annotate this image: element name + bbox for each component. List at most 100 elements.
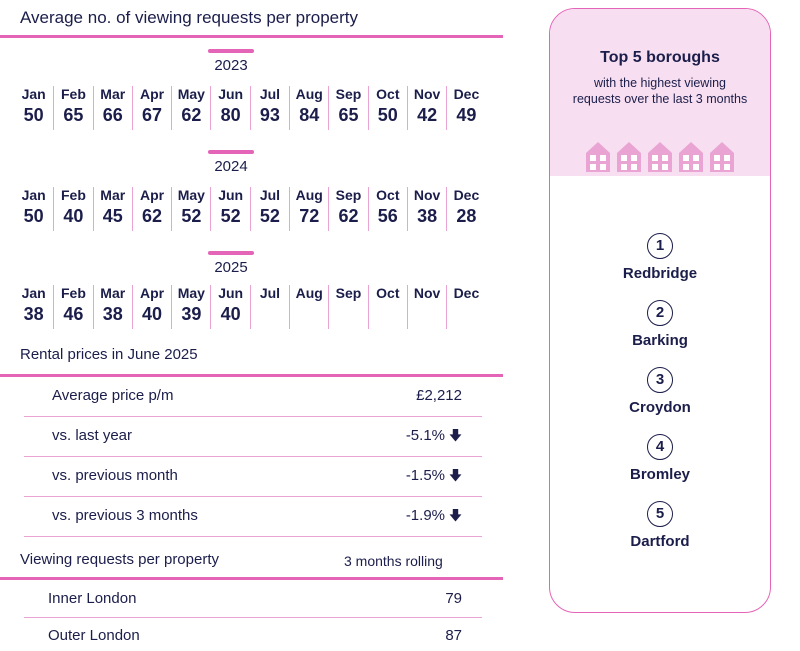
month-value: 52 — [259, 206, 280, 226]
month-label: Jun — [218, 187, 244, 203]
month-cell: Nov 42 — [406, 86, 446, 130]
month-cell: Dec 49 — [446, 86, 485, 130]
rental-row-last-year: vs. last year -5.1% — [24, 417, 482, 457]
month-cell: May 39 — [171, 285, 210, 329]
month-cell: Dec 28 — [446, 187, 485, 231]
month-cell: Nov — [406, 285, 446, 329]
month-cell: Jan 38 — [14, 285, 53, 329]
value-text: £2,212 — [416, 387, 462, 404]
viewing-row-outer-london: Outer London 87 — [24, 619, 482, 651]
month-label: Oct — [376, 285, 400, 301]
month-label: Jul — [259, 86, 281, 102]
month-value: 46 — [63, 304, 84, 324]
month-label: Nov — [413, 86, 441, 102]
month-value: 42 — [417, 105, 438, 125]
row-label: Inner London — [48, 590, 137, 607]
row-value: 87 — [445, 627, 462, 644]
month-cell: Mar 45 — [92, 187, 132, 231]
months-row: Jan 50 Feb 40 Mar 45 Apr 62 May 52 Jun 52 Jul 5… — [14, 187, 486, 231]
month-label: Jul — [259, 187, 281, 203]
month-value: 45 — [102, 206, 123, 226]
month-label: Mar — [100, 187, 126, 203]
month-label: Nov — [413, 187, 441, 203]
month-cell: Mar 38 — [92, 285, 132, 329]
month-cell: Mar 66 — [92, 86, 132, 130]
viewing-requests-period: 3 months rolling — [344, 553, 443, 569]
month-cell: Aug — [289, 285, 328, 329]
month-cell: Jul 52 — [249, 187, 289, 231]
borough-item: 2 Barking — [550, 300, 770, 349]
month-value: 50 — [377, 105, 398, 125]
month-value: 52 — [181, 206, 202, 226]
month-label: Jan — [21, 187, 46, 203]
row-value: -1.9% — [406, 507, 462, 524]
rank-badge: 4 — [647, 434, 673, 460]
title-underline — [0, 35, 503, 38]
month-value: 38 — [102, 304, 123, 324]
borough-name: Bromley — [629, 466, 691, 483]
year-label: 2024 — [214, 158, 248, 175]
month-value: 84 — [299, 105, 320, 125]
month-value: 40 — [142, 304, 163, 324]
house-icon — [586, 142, 610, 172]
viewing-row-inner-london: Inner London 79 — [24, 582, 482, 618]
month-value: 38 — [417, 206, 438, 226]
month-label: Feb — [61, 285, 86, 301]
month-label: Aug — [295, 285, 323, 301]
month-label: Nov — [413, 285, 441, 301]
row-label: Outer London — [48, 627, 140, 644]
month-value: 50 — [23, 105, 44, 125]
month-value: 49 — [456, 105, 477, 125]
borough-name: Redbridge — [622, 265, 698, 282]
rank-badge: 5 — [647, 501, 673, 527]
viewing-requests-title: Viewing requests per property — [20, 551, 219, 568]
month-label: Jan — [21, 86, 46, 102]
year-marker — [208, 49, 254, 53]
month-label: Sep — [335, 86, 362, 102]
month-label: Dec — [453, 187, 480, 203]
year-label: 2023 — [214, 57, 248, 74]
month-label: Sep — [335, 187, 362, 203]
boroughs-panel: Top 5 boroughs with the highest viewing … — [549, 8, 771, 613]
row-value: £2,212 — [416, 387, 462, 404]
month-cell: Feb 40 — [53, 187, 92, 231]
month-label: Mar — [100, 285, 126, 301]
boroughs-title: Top 5 boroughs — [600, 49, 720, 66]
arrow-down-icon — [449, 509, 462, 522]
month-cell: Sep 62 — [328, 187, 367, 231]
month-cell: Nov 38 — [406, 187, 446, 231]
viewing-requests-underline — [0, 577, 503, 580]
month-label: Aug — [295, 86, 323, 102]
month-cell: Oct 50 — [367, 86, 407, 130]
month-cell: Aug 72 — [289, 187, 328, 231]
row-value: 79 — [445, 590, 462, 607]
rental-underline — [0, 374, 503, 377]
borough-name: Dartford — [630, 533, 690, 550]
month-cell: Jun 52 — [210, 187, 249, 231]
houses-row — [584, 139, 736, 173]
row-label: Average price p/m — [52, 387, 174, 404]
month-cell: Jan 50 — [14, 86, 53, 130]
month-cell: Oct 56 — [367, 187, 407, 231]
value-text: -1.9% — [405, 507, 445, 524]
month-label: Aug — [295, 187, 323, 203]
month-value: 52 — [220, 206, 241, 226]
arrow-down-icon — [449, 429, 462, 442]
house-icon — [617, 142, 641, 172]
rank-badge: 1 — [647, 233, 673, 259]
month-label: Apr — [139, 187, 165, 203]
viewing-section-title: Average no. of viewing requests per prop… — [20, 8, 358, 27]
rental-row-previous-month: vs. previous month -1.5% — [24, 457, 482, 497]
month-label: Oct — [376, 187, 400, 203]
month-cell: Apr 40 — [131, 285, 171, 329]
month-cell: Oct — [367, 285, 407, 329]
row-label: vs. last year — [52, 427, 133, 444]
month-cell: Apr 62 — [131, 187, 171, 231]
house-icon — [648, 142, 672, 172]
month-cell: Jun 40 — [210, 285, 249, 329]
month-value: 38 — [23, 304, 44, 324]
month-label: Apr — [139, 285, 165, 301]
month-value: 80 — [220, 105, 241, 125]
month-label: Mar — [100, 86, 126, 102]
months-row: Jan 38 Feb 46 Mar 38 Apr 40 May 39 Jun 40 Jul … — [14, 285, 486, 329]
